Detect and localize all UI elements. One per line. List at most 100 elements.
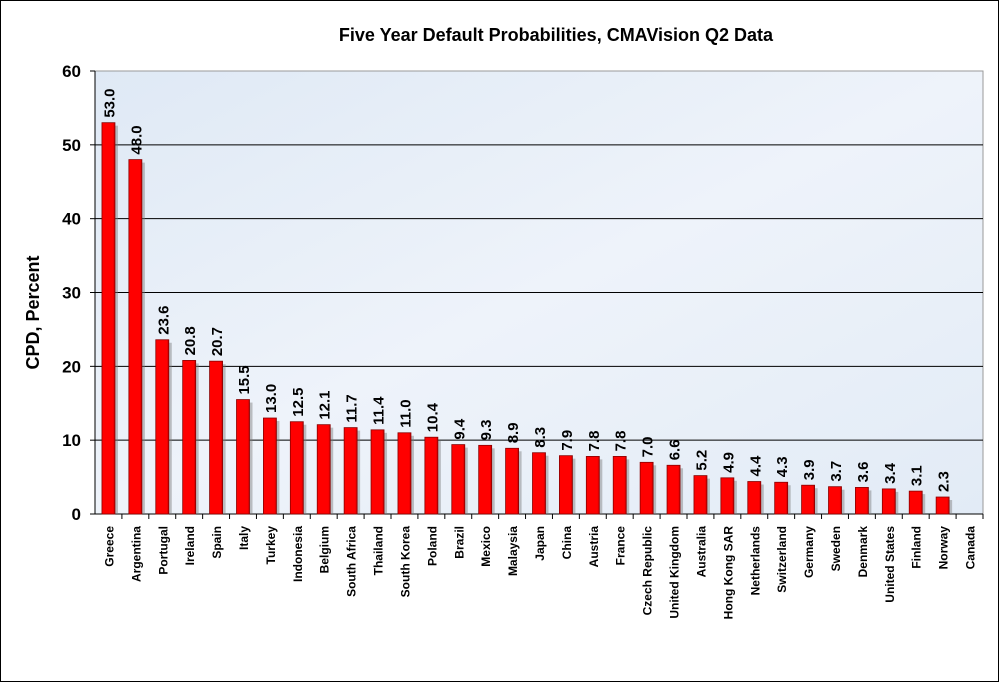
category-label: Italy: [237, 526, 251, 550]
data-label: 11.4: [371, 396, 388, 425]
data-label: 10.4: [424, 402, 441, 432]
data-label: 4.3: [774, 456, 791, 477]
category-label: Indonesia: [291, 526, 305, 582]
category-label: Japan: [533, 526, 547, 561]
category-label: South Korea: [398, 526, 412, 598]
bar[interactable]: [720, 477, 735, 515]
y-tick-label: 30: [62, 284, 81, 303]
bar[interactable]: [774, 481, 789, 515]
bar[interactable]: [855, 487, 869, 515]
data-label: 9.3: [478, 419, 495, 440]
bar[interactable]: [532, 452, 546, 515]
data-label: 48.0: [128, 125, 145, 154]
category-label: Portugal: [156, 526, 170, 575]
data-label: 7.8: [613, 431, 630, 452]
category-label: Hong Kong SAR: [721, 526, 735, 620]
bar[interactable]: [263, 417, 277, 515]
bar[interactable]: [451, 444, 466, 515]
data-label: 8.3: [532, 427, 549, 448]
category-label: Spain: [210, 526, 224, 559]
category-label: Turkey: [264, 526, 278, 565]
data-label: 3.4: [882, 462, 899, 484]
data-label: 13.0: [263, 384, 280, 413]
data-label: 3.6: [855, 462, 872, 483]
category-label: Canada: [964, 526, 978, 570]
category-label: Netherlands: [748, 526, 762, 596]
bar[interactable]: [693, 475, 708, 515]
data-label: 11.7: [344, 394, 361, 422]
category-label: Czech Republic: [641, 526, 655, 616]
data-label: 4.4: [747, 455, 764, 477]
bar[interactable]: [155, 339, 170, 515]
category-label: Australia: [694, 526, 708, 578]
bar[interactable]: [666, 464, 681, 515]
data-label: 7.8: [586, 431, 603, 452]
category-label: China: [560, 526, 574, 560]
category-label: Mexico: [479, 526, 493, 567]
bar[interactable]: [559, 455, 573, 515]
bar[interactable]: [236, 399, 250, 515]
data-label: 11.0: [397, 399, 414, 427]
data-label: 15.5: [236, 365, 253, 394]
category-label: Finland: [910, 526, 924, 569]
bar[interactable]: [397, 432, 412, 515]
bar[interactable]: [370, 429, 385, 515]
bar[interactable]: [343, 427, 358, 515]
data-label: 6.6: [667, 439, 684, 460]
chart-title: Five Year Default Probabilities, CMAVisi…: [338, 25, 774, 45]
bar[interactable]: [478, 444, 493, 515]
y-tick-label: 60: [62, 62, 81, 81]
category-label: South Africa: [345, 526, 359, 597]
y-tick-label: 0: [72, 505, 81, 524]
bar[interactable]: [881, 488, 896, 515]
category-label: Argentina: [129, 526, 143, 582]
bar[interactable]: [505, 447, 519, 515]
bar[interactable]: [128, 159, 143, 515]
category-label: United Kingdom: [668, 526, 682, 619]
category-label: Greece: [102, 526, 116, 567]
y-tick-label: 40: [62, 210, 81, 229]
category-label: Denmark: [856, 526, 870, 578]
data-label: 12.5: [290, 388, 307, 417]
data-label: 20.8: [182, 326, 199, 355]
data-label: 7.9: [559, 430, 576, 451]
bar[interactable]: [289, 421, 304, 515]
bar[interactable]: [747, 481, 762, 515]
bar[interactable]: [801, 484, 815, 515]
data-label: 3.7: [828, 461, 845, 482]
bar[interactable]: [828, 486, 842, 515]
bar[interactable]: [209, 360, 223, 515]
data-label: 7.0: [640, 436, 657, 457]
category-label: United States: [883, 526, 897, 603]
category-label: France: [614, 526, 628, 566]
y-tick-label: 20: [62, 357, 81, 376]
bar[interactable]: [612, 456, 627, 515]
data-label: 8.9: [505, 422, 522, 443]
data-label: 23.6: [155, 306, 172, 335]
category-label: Poland: [425, 526, 439, 566]
bar[interactable]: [908, 490, 923, 515]
bar[interactable]: [316, 424, 331, 515]
data-label: 20.7: [209, 327, 226, 356]
data-label: 9.4: [451, 418, 468, 440]
category-label: Switzerland: [775, 526, 789, 593]
category-label: Thailand: [372, 526, 386, 575]
category-label: Ireland: [183, 526, 197, 565]
y-axis-label: CPD, Percent: [23, 255, 43, 369]
data-label: 12.1: [317, 390, 334, 419]
bar[interactable]: [182, 360, 197, 515]
category-label: Germany: [802, 526, 816, 578]
category-label: Malaysia: [506, 526, 520, 576]
data-label: 4.9: [720, 452, 737, 473]
data-label: 5.2: [693, 450, 710, 471]
data-label: 3.1: [909, 465, 926, 486]
bar[interactable]: [101, 122, 116, 515]
bar[interactable]: [424, 436, 439, 515]
bar[interactable]: [935, 496, 950, 515]
bar[interactable]: [585, 456, 600, 515]
y-tick-label: 10: [62, 431, 81, 450]
data-label: 3.9: [801, 459, 818, 480]
bar[interactable]: [639, 461, 654, 515]
